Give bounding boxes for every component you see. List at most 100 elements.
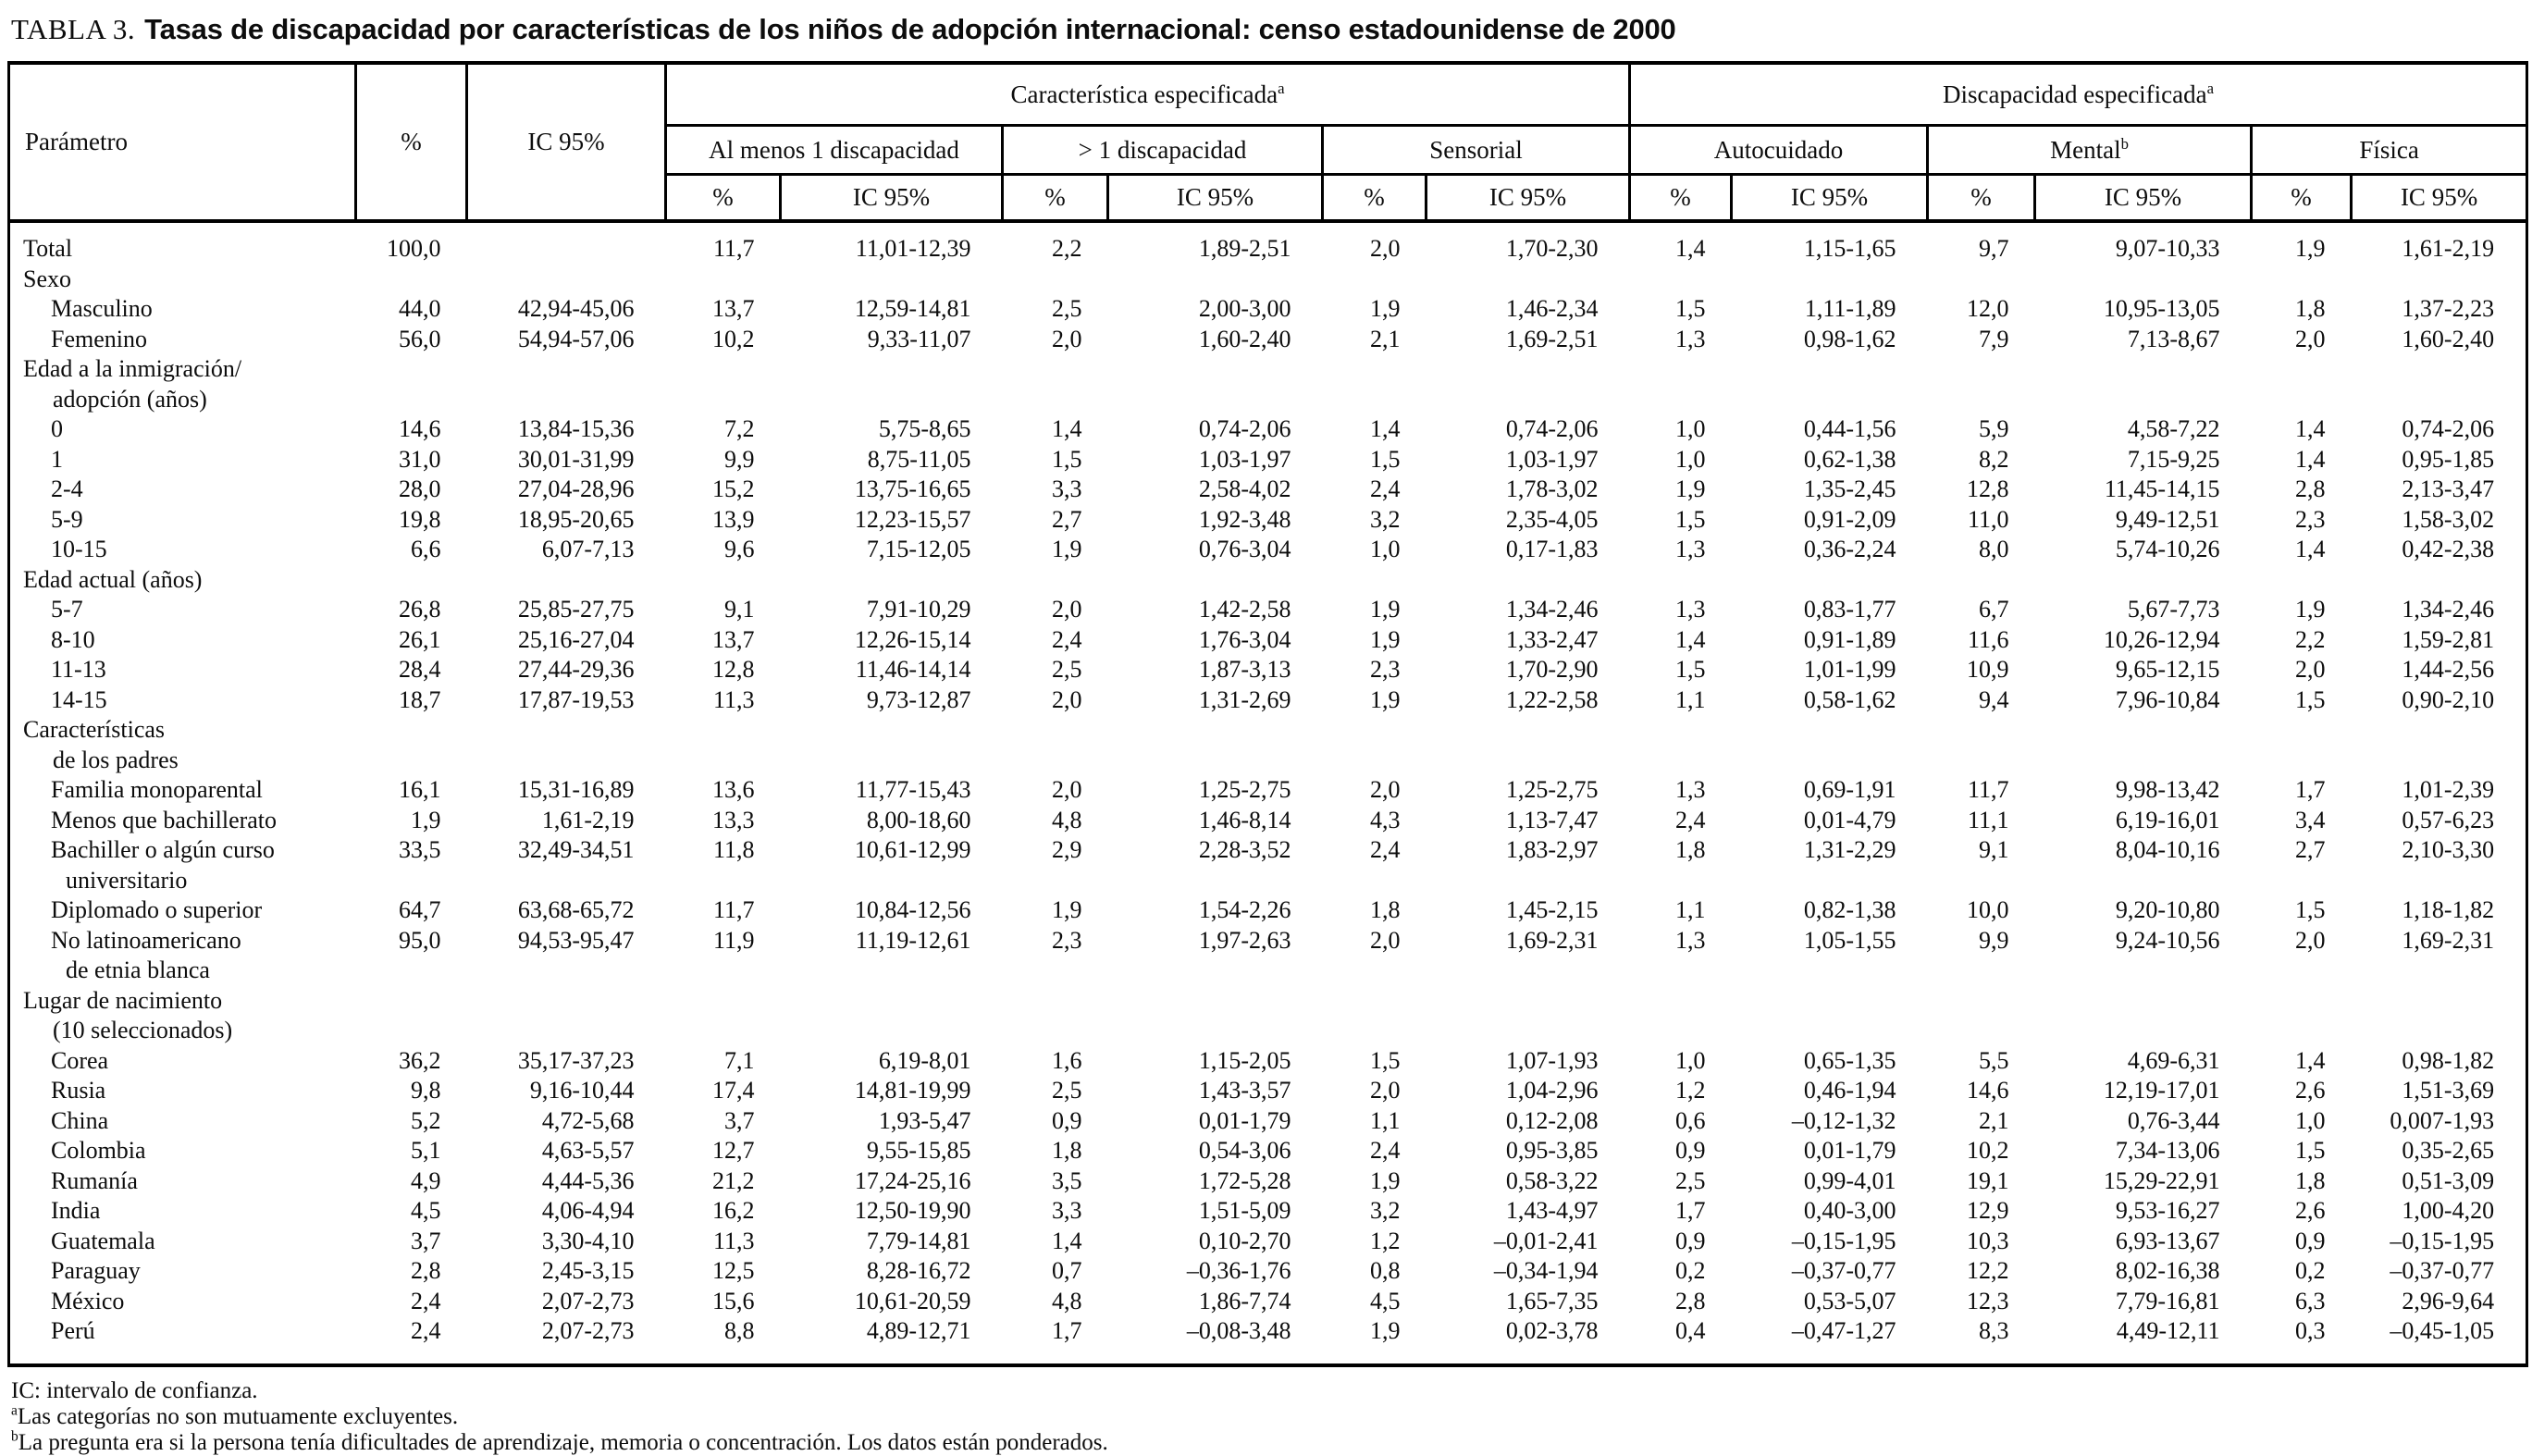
ci-cell	[781, 354, 1003, 414]
ci-cell: 15,29-22,91	[2103, 1166, 2220, 1194]
footnote-marker: a	[11, 1402, 18, 1419]
pct-cell: 12,5	[712, 1257, 755, 1284]
ci-cell: 2,07-2,73	[541, 1287, 635, 1314]
pct-cell: 10,3	[1967, 1227, 2009, 1254]
pct-cell: 1,9	[1370, 596, 1401, 623]
pct-cell: 28,4	[399, 656, 441, 683]
pct-cell: 5,1	[411, 1137, 441, 1164]
footnote-text: Las categorías no son mutuamente excluye…	[17, 1403, 459, 1429]
disability-rates-table: Parámetro % IC 95% Característica especi…	[7, 61, 2529, 1367]
ci-cell	[467, 221, 666, 265]
pct-cell: 3,4	[2295, 806, 2326, 833]
row-label: Edad a la inmigración/adopción (años)	[23, 355, 242, 413]
pct-cell: 1,5	[1370, 445, 1401, 473]
pct-cell: 1,9	[1370, 625, 1401, 653]
pct-cell: 3,3	[1052, 475, 1082, 502]
row-label: 10-15	[51, 536, 107, 562]
ci-cell: 9,49-12,51	[2115, 505, 2220, 533]
pct-cell: 12,2	[1967, 1257, 2009, 1284]
ci-cell: 1,34-2,46	[2402, 596, 2495, 623]
ci-cell: 25,85-27,75	[517, 596, 635, 623]
pct-cell: 14,6	[1967, 1077, 2009, 1104]
pct-cell: 9,1	[1979, 836, 2009, 863]
ci-cell: 1,01-1,99	[1803, 656, 1896, 683]
ci-cell: 0,46-1,94	[1803, 1077, 1896, 1104]
ci-cell: 12,23-15,57	[854, 505, 971, 533]
col-subgroup-mas-de-1-discapacidad: > 1 discapacidad	[1001, 125, 1323, 176]
row-label: Rumanía	[51, 1166, 138, 1194]
ci-cell	[1108, 565, 1323, 596]
ci-cell: 9,20-10,80	[2115, 896, 2220, 923]
pct-cell: 2,0	[2295, 926, 2326, 954]
pct-cell: 11,3	[712, 685, 755, 713]
pct-cell: 19,1	[1967, 1166, 2009, 1194]
pct-cell	[666, 986, 781, 1046]
pct-cell: 11,9	[712, 926, 755, 954]
col-sub-pct: %	[664, 174, 781, 221]
ci-cell: 10,84-12,56	[854, 896, 971, 923]
ci-cell: 1,22-2,58	[1505, 685, 1599, 713]
ci-cell: 0,74-2,06	[1505, 415, 1599, 442]
pct-cell	[356, 986, 467, 1046]
pct-cell: 1,0	[1675, 1046, 1706, 1074]
table-row: 11-13 28,4 27,44-29,36 12,8 11,46-14,14 2,5 1,…	[9, 655, 2527, 685]
ci-cell: 1,11-1,89	[1804, 295, 1896, 322]
col-header-pct: %	[354, 63, 467, 221]
pct-cell: 8,0	[1979, 536, 2009, 562]
pct-cell: 4,8	[1052, 1287, 1082, 1314]
pct-cell: 1,2	[1370, 1227, 1401, 1254]
pct-cell: 11,7	[712, 235, 755, 262]
pct-cell: 2,0	[1052, 685, 1082, 713]
pct-cell: 1,9	[1370, 295, 1401, 322]
pct-cell: 2,4	[1675, 806, 1706, 833]
pct-cell: 1,9	[1675, 475, 1706, 502]
ci-cell: 1,69-2,31	[1505, 926, 1599, 954]
pct-cell: 1,3	[1675, 325, 1706, 352]
pct-cell: 1,8	[1052, 1137, 1082, 1164]
ci-cell: 2,96-9,64	[2402, 1287, 2495, 1314]
ci-cell	[467, 565, 666, 596]
ci-cell: 9,73-12,87	[866, 685, 971, 713]
ci-cell: 13,75-16,65	[854, 475, 971, 502]
pct-cell: 1,9	[2295, 235, 2326, 262]
pct-cell: 18,7	[399, 685, 441, 713]
ci-cell	[2352, 265, 2527, 295]
row-label: Edad actual (años)	[23, 565, 203, 593]
ci-cell: 1,51-3,69	[2402, 1077, 2495, 1104]
pct-cell: 16,2	[712, 1197, 755, 1224]
ci-cell	[2035, 354, 2252, 414]
ci-cell: 1,25-2,75	[1505, 776, 1599, 803]
ci-cell: 1,34-2,46	[1505, 596, 1599, 623]
pct-cell: 12,8	[1967, 475, 2009, 502]
pct-cell: 2,2	[1052, 235, 1082, 262]
ci-cell: 9,55-15,85	[866, 1137, 971, 1164]
ci-cell: –0,15-1,95	[2390, 1227, 2495, 1254]
table-row: Masculino 44,0 42,94-45,06 13,7 12,59-14,81 2…	[9, 294, 2527, 325]
ci-cell: 2,28-3,52	[1198, 836, 1291, 863]
ci-cell	[1108, 265, 1323, 295]
ci-cell: 0,54-3,06	[1198, 1137, 1291, 1164]
ci-cell: 1,00-4,20	[2402, 1197, 2495, 1224]
pct-cell: 1,4	[1052, 415, 1082, 442]
row-label: Corea	[51, 1046, 109, 1074]
pct-cell: 2,0	[1370, 776, 1401, 803]
col-sub-ic: IC 95%	[2350, 174, 2527, 221]
table-row: Diplomado o superior 64,7 63,68-65,72 11,7 1…	[9, 895, 2527, 926]
pct-cell: 2,0	[1370, 1077, 1401, 1104]
ci-cell	[2035, 565, 2252, 596]
pct-cell: 1,5	[1675, 505, 1706, 533]
ci-cell: 0,17-1,83	[1505, 536, 1599, 562]
table-body: Total 100,0 11,7 11,01-12,39 2,2 1,89-2,51 2,0…	[8, 221, 2527, 1365]
group-footnote-marker: a	[2206, 79, 2215, 97]
pct-cell: 2,2	[2295, 625, 2326, 653]
ci-cell: 1,87-3,13	[1198, 656, 1291, 683]
row-label: Familia monoparental	[51, 776, 263, 803]
pct-cell	[1323, 986, 1427, 1046]
ci-cell: 0,51-3,09	[2402, 1166, 2495, 1194]
row-label: Guatemala	[51, 1227, 155, 1254]
pct-cell	[356, 354, 467, 414]
footnote-b: bLa pregunta era si la persona tenía dif…	[11, 1429, 2532, 1456]
ci-cell: 42,94-45,06	[517, 295, 635, 322]
col-group-discapacidad-especificada: Discapacidad especificadaa	[1628, 63, 2527, 127]
ci-cell: 7,34-13,06	[2115, 1137, 2220, 1164]
